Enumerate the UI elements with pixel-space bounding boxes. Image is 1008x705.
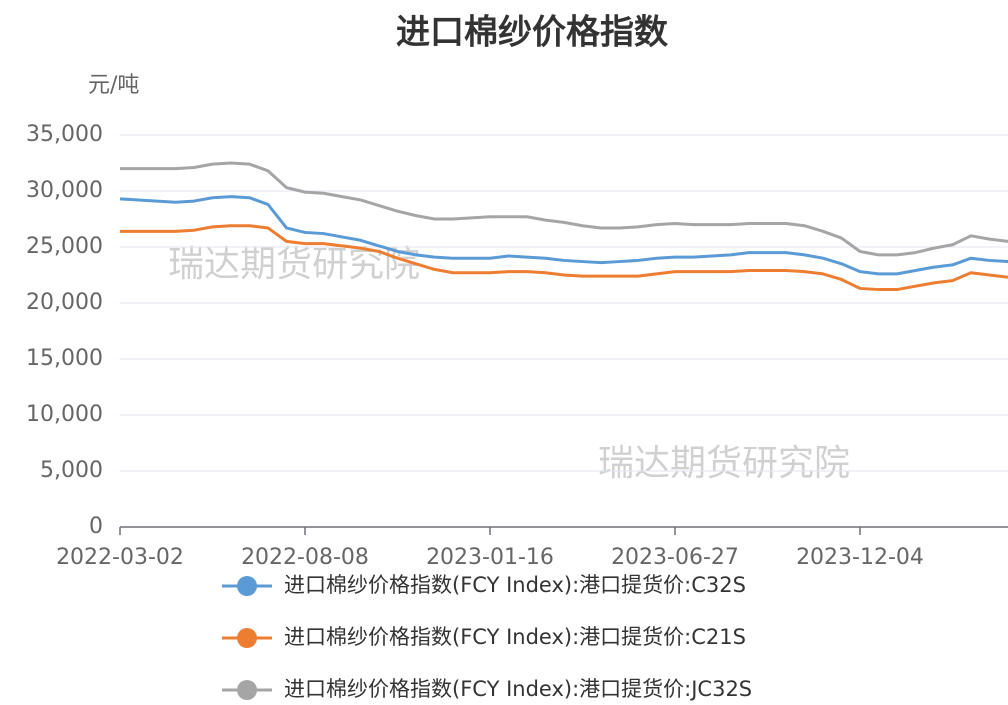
y-tick-label: 10,000 — [26, 402, 103, 427]
x-tick-label: 2023-01-16 — [426, 545, 554, 570]
y-tick-label: 5,000 — [40, 458, 103, 483]
series-line — [120, 224, 1008, 292]
y-axis-label: 元/吨 — [88, 73, 139, 98]
x-tick-label: 2023-12-04 — [796, 545, 924, 570]
legend-marker — [237, 628, 257, 648]
chart-title: 进口棉纱价格指数 — [396, 13, 668, 53]
y-tick-label: 15,000 — [26, 346, 103, 371]
legend-label: 进口棉纱价格指数(FCY Index):港口提货价:C21S — [284, 625, 746, 649]
y-tick-label: 30,000 — [26, 178, 103, 203]
x-tick-label: 2023-06-27 — [611, 545, 739, 570]
series-line — [120, 161, 1008, 257]
x-tick-label: 2022-03-02 — [56, 545, 184, 570]
series-line — [119, 195, 1008, 276]
legend-marker — [237, 680, 257, 700]
watermark: 瑞达期货研究院 — [168, 244, 420, 285]
y-tick-label: 0 — [89, 514, 103, 539]
y-tick-label: 35,000 — [26, 122, 103, 147]
watermark: 瑞达期货研究院 — [598, 443, 850, 484]
x-tick-label: 2022-08-08 — [241, 545, 369, 570]
y-tick-label: 20,000 — [26, 290, 103, 315]
legend-marker — [237, 576, 257, 596]
y-tick-label: 25,000 — [26, 234, 103, 259]
legend-label: 进口棉纱价格指数(FCY Index):港口提货价:C32S — [284, 573, 746, 597]
legend-label: 进口棉纱价格指数(FCY Index):港口提货价:JC32S — [284, 677, 752, 701]
